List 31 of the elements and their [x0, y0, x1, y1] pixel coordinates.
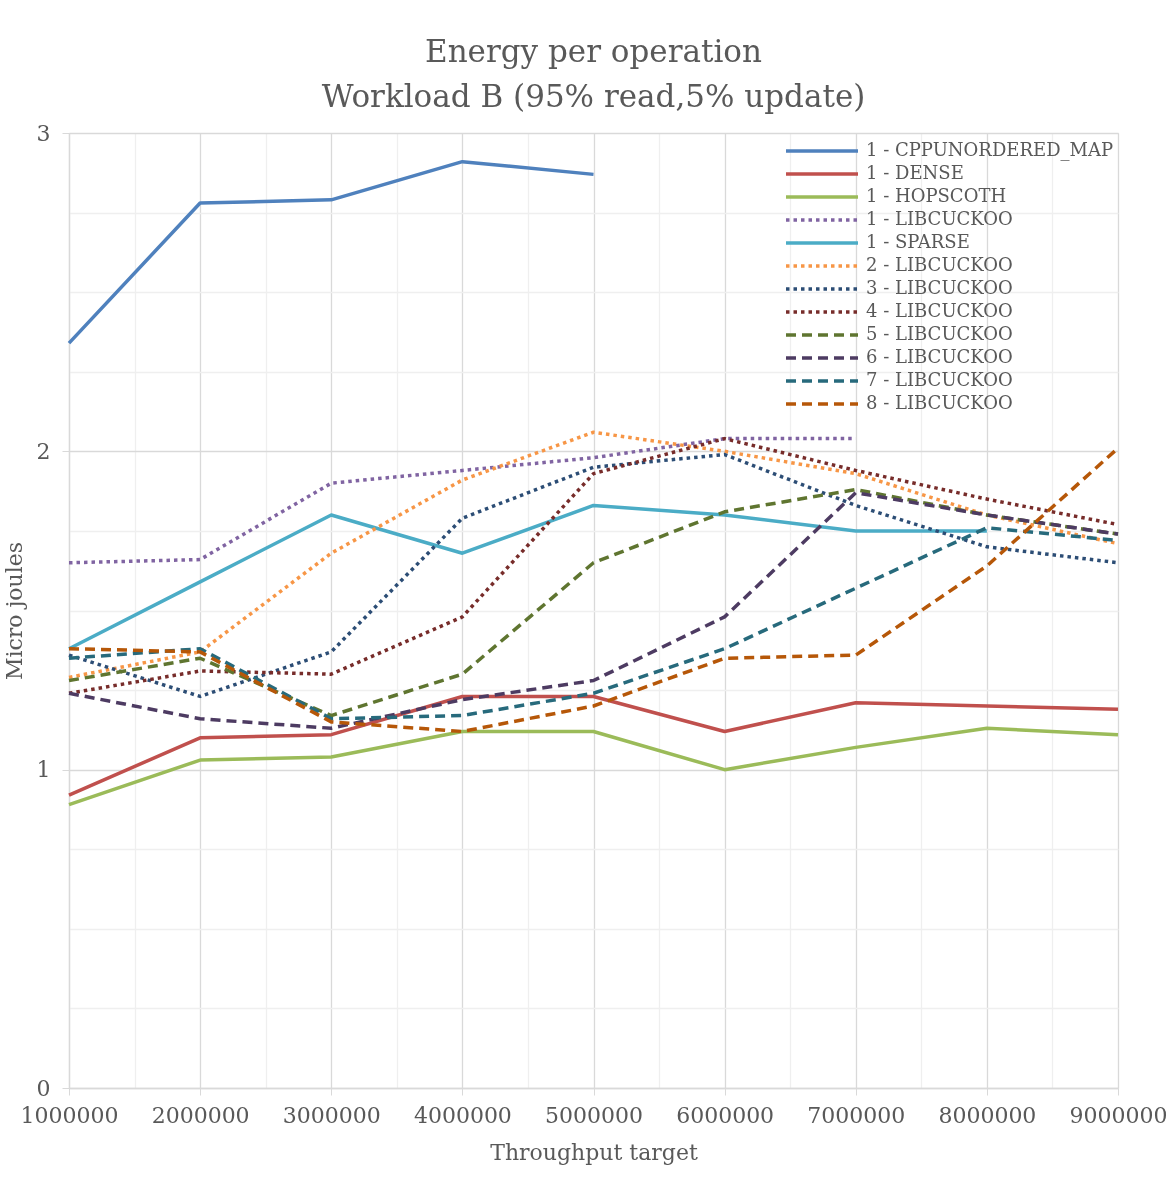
legend-label: 4 - LIBCUCKOO [866, 300, 1013, 321]
y-tick-label: 1 [36, 757, 51, 783]
y-tick-label: 0 [36, 1075, 51, 1101]
legend-label: 1 - SPARSE [866, 231, 970, 252]
line-series [67, 159, 596, 345]
legend-label: 6 - LIBCUCKOO [866, 346, 1013, 367]
legend-label: 2 - LIBCUCKOO [866, 254, 1013, 275]
x-tick-label: 1000000 [20, 1102, 119, 1128]
x-tick-label: 3000000 [282, 1102, 381, 1128]
legend-label: 1 - HOPSCOTH [866, 185, 1007, 206]
legend-label: 1 - LIBCUCKOO [866, 208, 1013, 229]
y-tick-label: 3 [36, 120, 51, 146]
x-tick-label: 2000000 [151, 1102, 250, 1128]
legend-label: 1 - DENSE [866, 162, 964, 183]
x-tick-label: 8000000 [938, 1102, 1037, 1128]
x-axis-title: Throughput target [490, 1139, 698, 1165]
y-tick-label: 2 [36, 438, 51, 464]
y-axis-title: Micro joules [1, 541, 27, 681]
legend-label: 1 - CPPUNORDERED_MAP [866, 139, 1114, 161]
x-tick-label: 6000000 [676, 1102, 775, 1128]
legend-label: 5 - LIBCUCKOO [866, 323, 1013, 344]
legend-label: 8 - LIBCUCKOO [866, 392, 1013, 413]
x-tick-label: 9000000 [1069, 1102, 1168, 1128]
chart-subtitle: Workload B (95% read,5% update) [321, 78, 866, 114]
legend-label: 3 - LIBCUCKOO [866, 277, 1013, 298]
legend-label: 7 - LIBCUCKOO [866, 369, 1013, 390]
x-tick-label: 5000000 [545, 1102, 643, 1128]
line-series [67, 503, 989, 651]
x-tick-label: 7000000 [807, 1102, 906, 1128]
x-tick-label: 4000000 [413, 1102, 512, 1128]
chart-title: Energy per operation [425, 33, 763, 69]
